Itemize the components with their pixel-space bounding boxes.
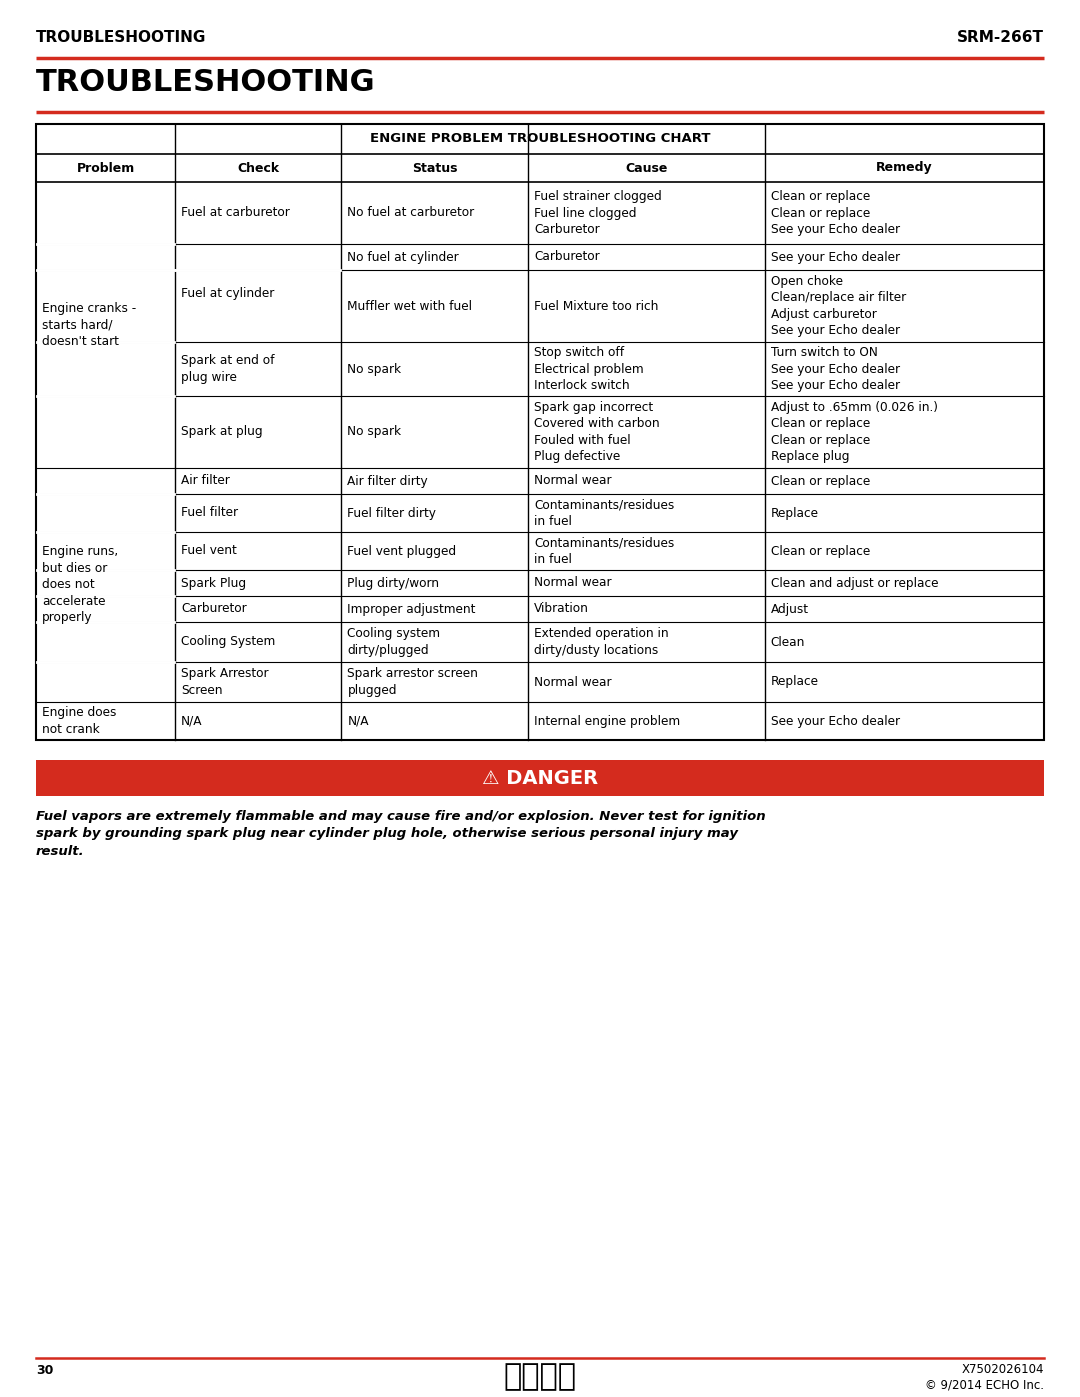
Text: Fuel filter: Fuel filter bbox=[181, 507, 238, 520]
Text: Cause: Cause bbox=[625, 162, 667, 175]
Text: X7502026104: X7502026104 bbox=[961, 1363, 1044, 1376]
Text: TROUBLESHOOTING: TROUBLESHOOTING bbox=[36, 29, 206, 45]
Text: Check: Check bbox=[238, 162, 280, 175]
Text: Clean or replace: Clean or replace bbox=[771, 545, 870, 557]
Text: No spark: No spark bbox=[348, 426, 402, 439]
Text: ⚠ DANGER: ⚠ DANGER bbox=[482, 768, 598, 788]
Text: 30: 30 bbox=[36, 1363, 53, 1377]
Text: © 9/2014 ECHO Inc.: © 9/2014 ECHO Inc. bbox=[924, 1377, 1044, 1391]
Text: Fuel at cylinder: Fuel at cylinder bbox=[181, 286, 274, 299]
Text: TROUBLESHOOTING: TROUBLESHOOTING bbox=[36, 68, 376, 96]
Bar bbox=[36, 124, 1044, 740]
Text: Clean and adjust or replace: Clean and adjust or replace bbox=[771, 577, 939, 590]
Text: Carburetor: Carburetor bbox=[181, 602, 246, 616]
Text: N/A: N/A bbox=[348, 714, 369, 728]
Text: Clean or replace: Clean or replace bbox=[771, 475, 870, 488]
Text: Fuel strainer clogged
Fuel line clogged
Carburetor: Fuel strainer clogged Fuel line clogged … bbox=[534, 190, 662, 236]
Text: Replace: Replace bbox=[771, 507, 819, 520]
Text: Engine runs,
but dies or
does not
accelerate
properly: Engine runs, but dies or does not accele… bbox=[42, 545, 118, 624]
Text: No spark: No spark bbox=[348, 362, 402, 376]
Text: Plug dirty/worn: Plug dirty/worn bbox=[348, 577, 440, 590]
Text: Carburetor: Carburetor bbox=[534, 250, 599, 264]
Text: Extended operation in
dirty/dusty locations: Extended operation in dirty/dusty locati… bbox=[534, 627, 669, 657]
Text: Spark Plug: Spark Plug bbox=[181, 577, 246, 590]
Bar bbox=[36, 760, 1044, 796]
Text: Cooling system
dirty/plugged: Cooling system dirty/plugged bbox=[348, 627, 441, 657]
Text: Normal wear: Normal wear bbox=[534, 475, 611, 488]
Text: Replace: Replace bbox=[771, 676, 819, 689]
Text: Vibration: Vibration bbox=[534, 602, 589, 616]
Text: Fuel Mixture too rich: Fuel Mixture too rich bbox=[534, 299, 659, 313]
Text: Spark gap incorrect
Covered with carbon
Fouled with fuel
Plug defective: Spark gap incorrect Covered with carbon … bbox=[534, 401, 660, 464]
Text: Contaminants/residues
in fuel: Contaminants/residues in fuel bbox=[534, 499, 674, 528]
Text: Contaminants/residues
in fuel: Contaminants/residues in fuel bbox=[534, 536, 674, 566]
Text: SRM-266T: SRM-266T bbox=[957, 29, 1044, 45]
Text: N/A: N/A bbox=[181, 714, 203, 728]
Text: Remedy: Remedy bbox=[876, 162, 933, 175]
Text: Improper adjustment: Improper adjustment bbox=[348, 602, 476, 616]
Text: Fuel vent: Fuel vent bbox=[181, 545, 237, 557]
Text: 𝑬𝑪𝑯𝑶: 𝑬𝑪𝑯𝑶 bbox=[503, 1362, 577, 1391]
Text: See your Echo dealer: See your Echo dealer bbox=[771, 250, 900, 264]
Text: Air filter dirty: Air filter dirty bbox=[348, 475, 428, 488]
Text: ENGINE PROBLEM TROUBLESHOOTING CHART: ENGINE PROBLEM TROUBLESHOOTING CHART bbox=[369, 133, 711, 145]
Text: Fuel vent plugged: Fuel vent plugged bbox=[348, 545, 457, 557]
Text: See your Echo dealer: See your Echo dealer bbox=[771, 714, 900, 728]
Text: Spark arrestor screen
plugged: Spark arrestor screen plugged bbox=[348, 668, 478, 697]
Text: Spark at plug: Spark at plug bbox=[181, 426, 262, 439]
Text: Fuel filter dirty: Fuel filter dirty bbox=[348, 507, 436, 520]
Text: Cooling System: Cooling System bbox=[181, 636, 275, 648]
Text: Clean or replace
Clean or replace
See your Echo dealer: Clean or replace Clean or replace See yo… bbox=[771, 190, 900, 236]
Text: Turn switch to ON
See your Echo dealer
See your Echo dealer: Turn switch to ON See your Echo dealer S… bbox=[771, 346, 900, 393]
Text: No fuel at carburetor: No fuel at carburetor bbox=[348, 207, 474, 219]
Text: Muffler wet with fuel: Muffler wet with fuel bbox=[348, 299, 472, 313]
Text: Normal wear: Normal wear bbox=[534, 577, 611, 590]
Text: Adjust to .65mm (0.026 in.)
Clean or replace
Clean or replace
Replace plug: Adjust to .65mm (0.026 in.) Clean or rep… bbox=[771, 401, 937, 464]
Text: Status: Status bbox=[411, 162, 458, 175]
Text: Normal wear: Normal wear bbox=[534, 676, 611, 689]
Text: Problem: Problem bbox=[77, 162, 135, 175]
Text: Air filter: Air filter bbox=[181, 475, 230, 488]
Text: Engine cranks -
starts hard/
doesn't start: Engine cranks - starts hard/ doesn't sta… bbox=[42, 302, 136, 348]
Text: Fuel vapors are extremely flammable and may cause fire and/or explosion. Never t: Fuel vapors are extremely flammable and … bbox=[36, 810, 766, 858]
Text: Spark at end of
plug wire: Spark at end of plug wire bbox=[181, 355, 274, 384]
Text: Spark Arrestor
Screen: Spark Arrestor Screen bbox=[181, 668, 269, 697]
Text: Internal engine problem: Internal engine problem bbox=[534, 714, 680, 728]
Text: Fuel at carburetor: Fuel at carburetor bbox=[181, 207, 289, 219]
Text: Stop switch off
Electrical problem
Interlock switch: Stop switch off Electrical problem Inter… bbox=[534, 346, 644, 393]
Text: Adjust: Adjust bbox=[771, 602, 809, 616]
Text: Clean: Clean bbox=[771, 636, 806, 648]
Text: Open choke
Clean/replace air filter
Adjust carburetor
See your Echo dealer: Open choke Clean/replace air filter Adju… bbox=[771, 275, 906, 337]
Text: No fuel at cylinder: No fuel at cylinder bbox=[348, 250, 459, 264]
Text: Engine does
not crank: Engine does not crank bbox=[42, 707, 117, 736]
